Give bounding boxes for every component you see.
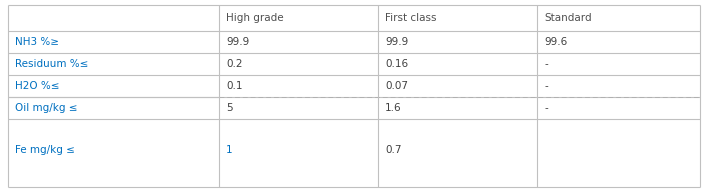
Text: Standard: Standard — [544, 13, 592, 23]
Text: -: - — [544, 59, 548, 69]
Text: 99.6: 99.6 — [544, 37, 568, 47]
Text: High grade: High grade — [226, 13, 284, 23]
Text: 0.1: 0.1 — [226, 81, 243, 91]
Text: -: - — [544, 81, 548, 91]
Text: 5: 5 — [226, 103, 233, 113]
Text: 1.6: 1.6 — [385, 103, 402, 113]
Text: Fe mg/kg ≤: Fe mg/kg ≤ — [15, 145, 75, 155]
Text: 99.9: 99.9 — [385, 37, 409, 47]
Text: -: - — [544, 103, 548, 113]
Text: Oil mg/kg ≤: Oil mg/kg ≤ — [15, 103, 77, 113]
Text: 0.07: 0.07 — [385, 81, 409, 91]
Text: 99.9: 99.9 — [226, 37, 249, 47]
Text: 0.2: 0.2 — [226, 59, 243, 69]
Text: 1: 1 — [226, 145, 233, 155]
Text: First class: First class — [385, 13, 437, 23]
Text: NH3 %≥: NH3 %≥ — [15, 37, 59, 47]
Text: 0.16: 0.16 — [385, 59, 409, 69]
Text: H2O %≤: H2O %≤ — [15, 81, 59, 91]
Text: Residuum %≤: Residuum %≤ — [15, 59, 88, 69]
Text: 0.7: 0.7 — [385, 145, 401, 155]
